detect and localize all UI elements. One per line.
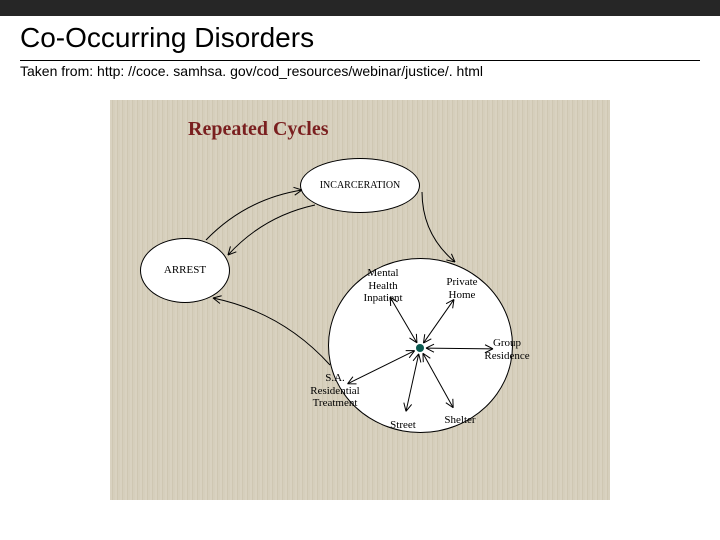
repeated-cycles-title: Repeated Cycles — [188, 118, 329, 141]
label-group-residence: GroupResidence — [467, 337, 547, 362]
label-private-home: PrivateHome — [422, 276, 502, 301]
node-incarc-label: INCARCERATION — [320, 180, 401, 191]
node-arrest: ARREST — [140, 238, 230, 303]
page-subtitle: Taken from: http: //coce. samhsa. gov/co… — [20, 63, 700, 79]
page-title: Co-Occurring Disorders — [20, 22, 700, 58]
diagram-canvas: Repeated Cycles ARREST INCARCERATION Men… — [110, 100, 610, 500]
header: Co-Occurring Disorders Taken from: http:… — [20, 22, 700, 79]
title-divider — [20, 60, 700, 61]
node-incarceration: INCARCERATION — [300, 158, 420, 213]
top-band — [0, 0, 720, 16]
label-sa-residential-treatment: S.A.ResidentialTreatment — [295, 372, 375, 410]
label-street: Street — [363, 419, 443, 432]
node-arrest-label: ARREST — [164, 264, 206, 276]
label-mental-health-inpatient: MentalHealthInpatient — [343, 267, 423, 305]
